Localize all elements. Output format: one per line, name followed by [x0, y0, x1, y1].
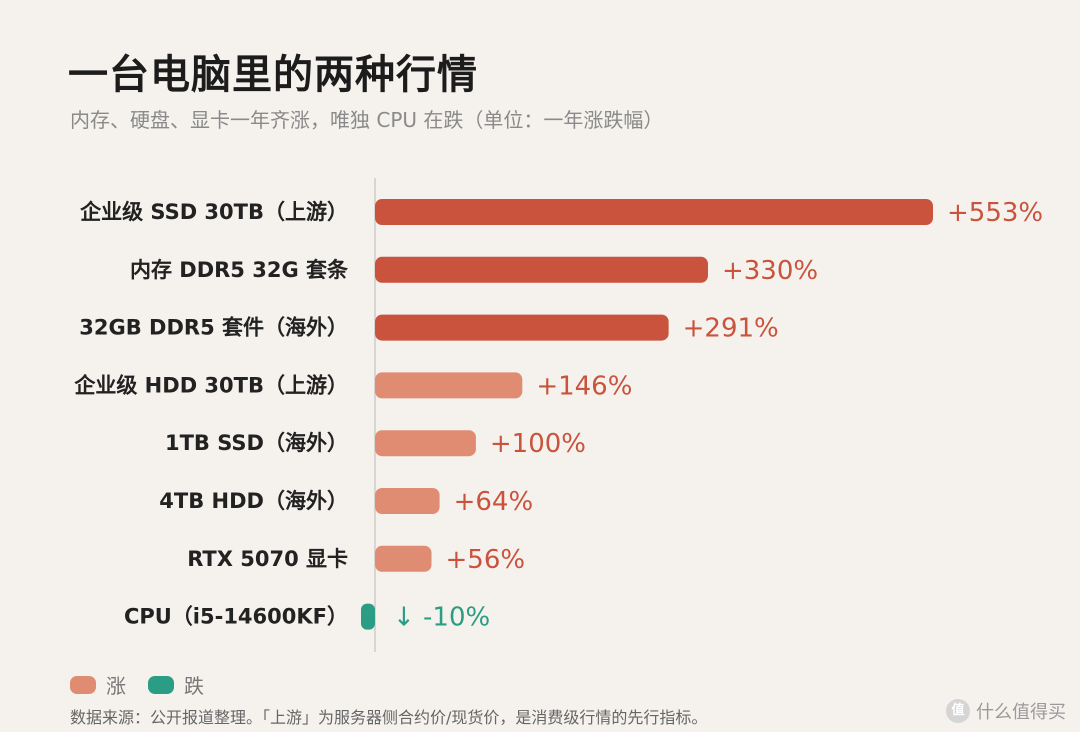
- category-label: 4TB HDD（海外）: [159, 489, 348, 513]
- bar: [375, 256, 708, 283]
- value-label: +146%: [536, 371, 632, 401]
- legend-item-down: 跌: [148, 670, 204, 699]
- value-label: +553%: [947, 198, 1043, 228]
- watermark: 值 什么值得买: [946, 698, 1066, 724]
- bar: [375, 199, 933, 225]
- value-label: +291%: [683, 314, 779, 344]
- value-label: +56%: [446, 545, 526, 575]
- value-label: +100%: [490, 429, 586, 459]
- bar: [361, 603, 375, 630]
- value-label: ↓ -10%: [393, 603, 490, 633]
- category-label: 企业级 HDD 30TB（上游）: [73, 373, 348, 397]
- category-label: 企业级 SSD 30TB（上游）: [79, 200, 348, 224]
- category-label: 32GB DDR5 套件（海外）: [79, 316, 348, 340]
- value-label: +330%: [722, 256, 818, 286]
- chart-subtitle: 内存、硬盘、显卡一年齐涨，唯独 CPU 在跌（单位：一年涨跌幅）: [70, 108, 664, 132]
- chart-title: 一台电脑里的两种行情: [68, 52, 478, 98]
- category-label: 内存 DDR5 32G 套条: [130, 258, 349, 282]
- category-label: RTX 5070 显卡: [187, 547, 348, 571]
- legend-item-up: 涨: [70, 670, 126, 699]
- bar-chart: 企业级 SSD 30TB（上游） +553% 内存 DDR5 32G 套条 +330%…: [73, 178, 1043, 652]
- category-label: CPU（i5-14600KF）: [124, 605, 348, 629]
- bar: [375, 488, 440, 514]
- bar: [375, 430, 476, 457]
- bar: [375, 545, 432, 572]
- category-label: 1TB SSD（海外）: [165, 431, 348, 455]
- value-label: +64%: [454, 487, 534, 517]
- bar: [375, 372, 523, 399]
- legend-label-up: 涨: [106, 674, 126, 698]
- legend-label-down: 跌: [184, 674, 204, 698]
- watermark-logo-icon: 值: [946, 699, 970, 723]
- legend-swatch-up: [70, 675, 96, 694]
- data-source-note: 数据来源：公开报道整理。「上游」为服务器侧合约价/现货价，是消费级行情的先行指标…: [70, 708, 708, 727]
- bar: [375, 314, 669, 341]
- legend: 涨 跌: [70, 670, 226, 699]
- legend-swatch-down: [148, 675, 174, 694]
- watermark-text: 什么值得买: [976, 702, 1066, 723]
